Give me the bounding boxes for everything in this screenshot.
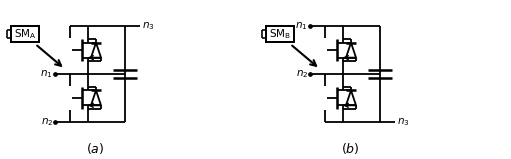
Text: $n_1$: $n_1$: [40, 68, 53, 80]
Text: $(b)$: $(b)$: [341, 141, 359, 156]
Text: $n_2$: $n_2$: [40, 116, 53, 128]
Text: $n_1$: $n_1$: [295, 20, 308, 32]
Text: $n_3$: $n_3$: [397, 116, 410, 128]
Text: $(a)$: $(a)$: [86, 141, 104, 156]
Text: $\mathrm{SM_A}$: $\mathrm{SM_A}$: [14, 27, 36, 41]
Bar: [11, 26, 39, 42]
Bar: [266, 26, 294, 42]
Text: $n_2$: $n_2$: [295, 68, 308, 80]
Text: $n_3$: $n_3$: [142, 20, 155, 32]
Text: $\mathrm{SM_B}$: $\mathrm{SM_B}$: [269, 27, 291, 41]
